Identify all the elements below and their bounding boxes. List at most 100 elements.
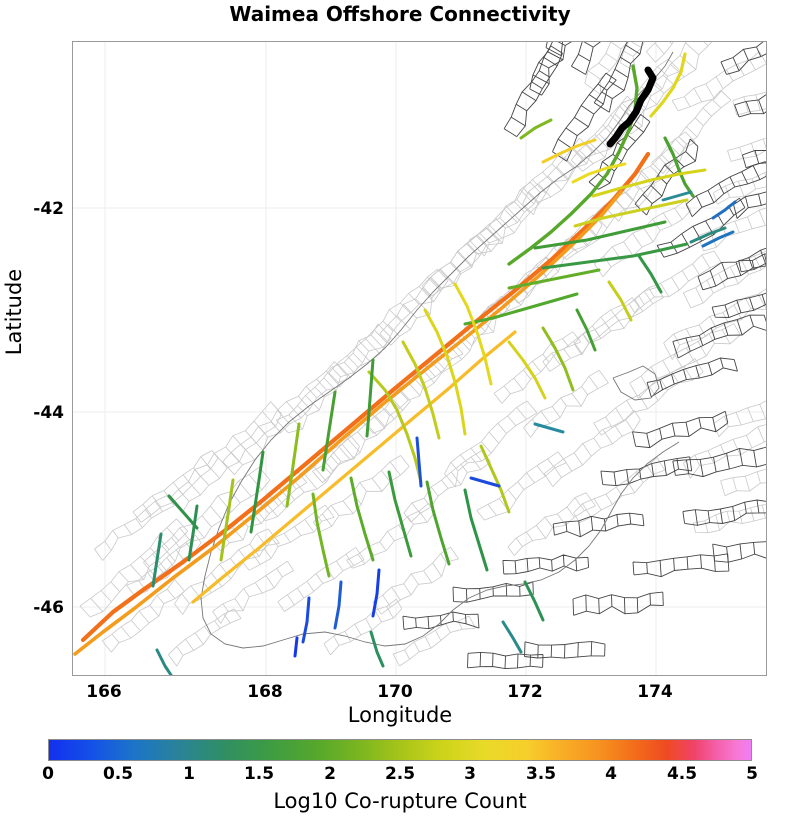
fault-mesh-segment — [573, 457, 666, 523]
fault-trace — [219, 478, 235, 562]
colorbar-tick-9: 4.5 — [666, 764, 698, 784]
fault-trace — [711, 200, 737, 220]
fault-trace — [541, 138, 597, 164]
fault-trace — [501, 620, 523, 654]
y-tick-label-1: -44 — [33, 403, 64, 423]
colorbar-tick-6: 3 — [464, 764, 476, 784]
colorbar-tick-4: 2 — [324, 764, 336, 784]
fault-mesh-segment — [372, 546, 459, 615]
fault-mesh-segment — [632, 410, 729, 449]
colorbar-tick-0: 0 — [42, 764, 54, 784]
fault-trace — [311, 492, 331, 578]
fault-mesh-segment — [444, 400, 538, 488]
fault-trace — [155, 648, 173, 675]
fault-trace — [663, 136, 695, 198]
fault-mesh-segment — [312, 390, 411, 483]
fault-trace — [453, 282, 493, 386]
fault-mesh-segment — [143, 466, 271, 578]
fault-mesh-segment — [476, 451, 567, 521]
fault-trace — [541, 326, 575, 392]
fault-mesh-segment — [646, 357, 738, 398]
map-plot-area[interactable] — [72, 41, 767, 676]
fault-mesh-segment — [711, 292, 766, 318]
fault-mesh-segment — [733, 191, 766, 219]
fault-mesh-segment — [212, 560, 294, 624]
fault-mesh-segment — [328, 268, 449, 384]
fault-mesh-dark — [402, 42, 766, 670]
fault-mesh-segment — [720, 468, 766, 497]
fault-mesh-segment — [620, 42, 645, 72]
y-tick-label-0: -42 — [33, 199, 64, 219]
fault-trace — [333, 580, 343, 630]
fault-trace — [371, 568, 381, 618]
colorbar-label: Log10 Co-rupture Count — [273, 789, 527, 813]
fault-mesh-segment — [683, 424, 766, 479]
fault-mesh-segment — [467, 651, 544, 670]
fault-trace — [519, 118, 553, 140]
x-tick-label-4: 174 — [637, 682, 673, 702]
fault-mesh-segment — [738, 253, 766, 273]
fault-trace — [151, 532, 163, 588]
fault-mesh-segment — [593, 42, 644, 113]
fault-trace — [387, 470, 413, 558]
colorbar-tick-8: 4 — [605, 764, 617, 784]
fault-mesh-segment — [663, 288, 766, 360]
fault-mesh-segment — [593, 200, 692, 278]
fault-trace — [637, 254, 663, 294]
fault-trace — [575, 308, 597, 352]
fault-trace — [367, 370, 423, 484]
fault-mesh-segment — [571, 42, 601, 75]
fault-mesh-segment — [572, 591, 664, 616]
fault-mesh-segment — [720, 42, 766, 75]
fault-mesh-segment — [275, 323, 392, 434]
fault-mesh-segment — [628, 250, 722, 314]
fault-mesh-segment — [552, 512, 645, 538]
fault-mesh-segment — [507, 492, 596, 556]
fault-mesh-segment — [94, 495, 175, 561]
fault-mesh-segment — [524, 641, 606, 659]
fault-mesh-segment — [403, 450, 491, 523]
fault-trace — [689, 226, 727, 244]
x-tick-label-3: 172 — [507, 682, 543, 702]
fault-trace — [463, 488, 489, 572]
colorbar-container[interactable] — [48, 739, 752, 761]
fault-trace — [415, 436, 423, 488]
fault-mesh-segment — [672, 446, 766, 478]
fault-mesh-segment — [392, 615, 476, 667]
colorbar-gradient[interactable] — [48, 739, 752, 761]
fault-mesh-segment — [712, 541, 766, 563]
y-axis-label: Latitude — [2, 268, 26, 356]
fault-trace — [301, 596, 311, 644]
fault-trace — [571, 162, 627, 184]
fault-trace — [73, 190, 623, 656]
fault-trace — [507, 268, 601, 290]
x-tick-label-0: 166 — [86, 682, 122, 702]
x-tick-label-2: 170 — [377, 682, 413, 702]
fault-mesh-segment — [600, 456, 693, 487]
fault-mesh-segment — [168, 608, 242, 667]
fault-trace — [401, 340, 441, 440]
fault-trace — [369, 630, 385, 668]
fault-trace — [533, 220, 667, 250]
colorbar-tick-2: 1 — [183, 764, 195, 784]
fault-mesh-segment — [242, 504, 335, 571]
fault-trace — [349, 476, 375, 562]
fault-trace — [507, 64, 639, 266]
fault-trace — [187, 504, 199, 562]
x-tick-label-1: 168 — [247, 682, 283, 702]
colorbar-tick-10: 5 — [746, 764, 758, 784]
fault-mesh-segment — [741, 150, 766, 169]
fault-trace — [701, 230, 735, 248]
fault-trace — [573, 198, 689, 228]
fault-trace — [469, 476, 501, 488]
fault-trace — [80, 151, 651, 643]
gridlines — [73, 42, 766, 675]
fault-trace — [167, 494, 199, 530]
fault-mesh-segment — [692, 504, 766, 534]
fault-trace — [423, 308, 467, 436]
fault-mesh-segment — [713, 400, 766, 437]
fault-mesh-segment — [672, 314, 766, 359]
fault-trace — [507, 340, 547, 400]
fault-trace — [649, 52, 687, 118]
fault-trace — [425, 480, 451, 566]
